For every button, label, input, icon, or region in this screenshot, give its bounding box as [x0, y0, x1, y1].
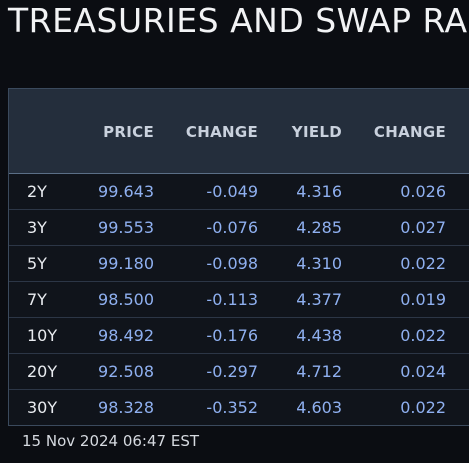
table-row: 5Y 99.180 -0.098 4.310 0.022 [9, 245, 469, 281]
price-change-cell: -0.098 [206, 254, 258, 273]
header-yield: YIELD [291, 123, 342, 141]
yield-change-cell: 0.022 [400, 326, 446, 345]
price-change-cell: -0.113 [206, 290, 258, 309]
table-row: 10Y 98.492 -0.176 4.438 0.022 [9, 317, 469, 353]
price-cell: 98.500 [98, 290, 154, 309]
panel-title: TREASURIES AND SWAP RA [8, 1, 468, 40]
yield-change-cell: 0.024 [400, 362, 446, 381]
yield-cell: 4.316 [296, 182, 342, 201]
table-header: PRICE CHANGE YIELD CHANGE [9, 89, 469, 174]
table-row: 30Y 98.328 -0.352 4.603 0.022 [9, 389, 469, 425]
table-row: 7Y 98.500 -0.113 4.377 0.019 [9, 281, 469, 317]
table-row: 3Y 99.553 -0.076 4.285 0.027 [9, 209, 469, 245]
tenor-cell: 20Y [27, 362, 58, 381]
yield-cell: 4.603 [296, 398, 342, 417]
table-body: 2Y 99.643 -0.049 4.316 0.026 3Y 99.553 -… [9, 174, 469, 425]
price-cell: 99.180 [98, 254, 154, 273]
price-change-cell: -0.297 [206, 362, 258, 381]
price-change-cell: -0.352 [206, 398, 258, 417]
yield-change-cell: 0.027 [400, 218, 446, 237]
price-change-cell: -0.076 [206, 218, 258, 237]
header-yield-change: CHANGE [373, 123, 446, 141]
price-change-cell: -0.176 [206, 326, 258, 345]
table-row: 20Y 92.508 -0.297 4.712 0.024 [9, 353, 469, 389]
price-cell: 99.553 [98, 218, 154, 237]
price-cell: 92.508 [98, 362, 154, 381]
yield-cell: 4.438 [296, 326, 342, 345]
header-price-change: CHANGE [185, 123, 258, 141]
yield-change-cell: 0.026 [400, 182, 446, 201]
price-change-cell: -0.049 [206, 182, 258, 201]
price-cell: 98.328 [98, 398, 154, 417]
timestamp: 15 Nov 2024 06:47 EST [22, 432, 199, 450]
price-cell: 99.643 [98, 182, 154, 201]
tenor-cell: 7Y [27, 290, 47, 309]
yield-change-cell: 0.022 [400, 254, 446, 273]
yield-cell: 4.285 [296, 218, 342, 237]
header-price: PRICE [103, 123, 154, 141]
tenor-cell: 30Y [27, 398, 58, 417]
yield-change-cell: 0.022 [400, 398, 446, 417]
yield-change-cell: 0.019 [400, 290, 446, 309]
price-cell: 98.492 [98, 326, 154, 345]
yield-cell: 4.377 [296, 290, 342, 309]
yield-cell: 4.310 [296, 254, 342, 273]
tenor-cell: 10Y [27, 326, 58, 345]
treasuries-table: PRICE CHANGE YIELD CHANGE 2Y 99.643 -0.0… [8, 88, 469, 426]
tenor-cell: 2Y [27, 182, 47, 201]
tenor-cell: 5Y [27, 254, 47, 273]
yield-cell: 4.712 [296, 362, 342, 381]
table-row: 2Y 99.643 -0.049 4.316 0.026 [9, 174, 469, 209]
tenor-cell: 3Y [27, 218, 47, 237]
